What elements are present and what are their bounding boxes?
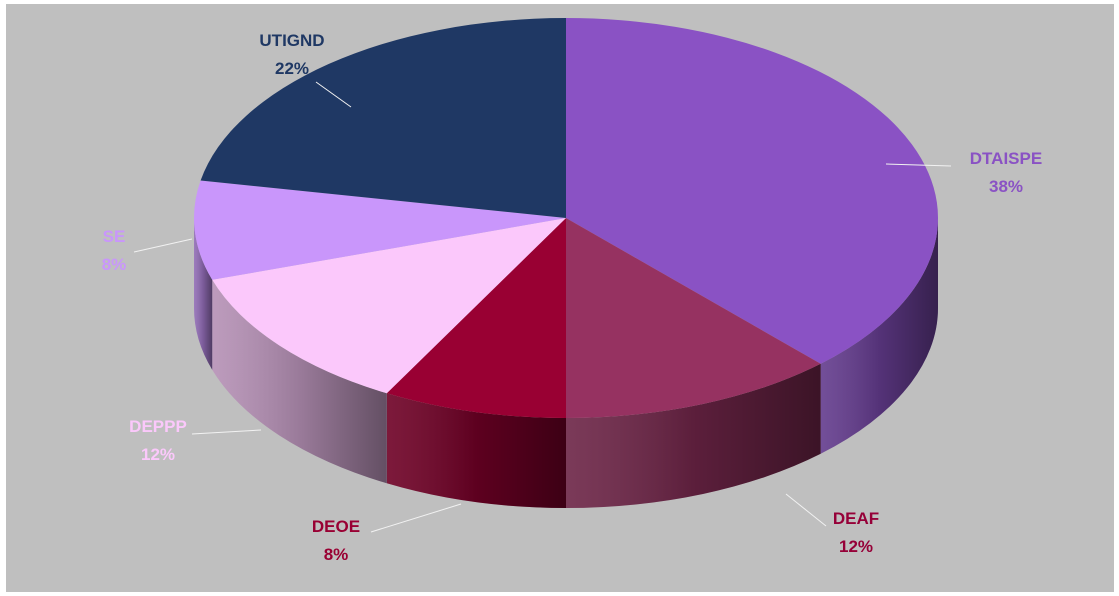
value-label-deaf: 12% — [839, 537, 873, 556]
chart-area: DTAISPE 38% DEAF 12% DEOE 8% DEPPP 12% SE 8% UTIGN… — [6, 4, 1114, 592]
slice-deoe — [386, 218, 566, 418]
pie-chart: DTAISPE 38% DEAF 12% DEOE 8% DEPPP 12% SE 8% UTIGN… — [102, 17, 1043, 564]
leader-line-deppp — [191, 429, 262, 435]
slice-deaf — [566, 218, 821, 418]
label-dtaispe: DTAISPE — [970, 149, 1042, 168]
slice-side-shade-deaf — [566, 363, 821, 508]
value-label-deoe: 8% — [324, 545, 349, 564]
slice-side-shade-deppp — [212, 279, 387, 484]
leader-line-se — [133, 238, 193, 253]
slice-side-shade-se — [194, 218, 213, 370]
leader-line-utignd — [315, 81, 352, 108]
slice-dtaispe — [566, 18, 938, 364]
value-label-se: 8% — [102, 255, 127, 274]
value-label-utignd: 22% — [275, 59, 309, 78]
slice-deppp — [212, 218, 566, 394]
label-deaf: DEAF — [833, 509, 879, 528]
slice-side-shade-deoe — [386, 393, 566, 508]
label-se: SE — [103, 227, 126, 246]
label-deppp: DEPPP — [129, 417, 187, 436]
label-utignd: UTIGND — [259, 31, 324, 50]
label-deoe: DEOE — [312, 517, 360, 536]
leader-lines — [133, 81, 952, 533]
value-label-deppp: 12% — [141, 445, 175, 464]
slice-labels: DTAISPE 38% DEAF 12% DEOE 8% DEPPP 12% SE 8% UTIGN… — [102, 31, 1043, 564]
value-label-dtaispe: 38% — [989, 177, 1023, 196]
slice-side-shade-dtaispe — [820, 218, 938, 454]
leader-line-dtaispe — [885, 163, 952, 167]
pie-slices — [193, 17, 938, 418]
leader-line-deoe — [370, 503, 462, 533]
slice-se — [193, 180, 566, 280]
leader-line-deaf — [785, 493, 827, 527]
slice-utignd — [200, 17, 566, 218]
pie-sides — [194, 218, 938, 508]
